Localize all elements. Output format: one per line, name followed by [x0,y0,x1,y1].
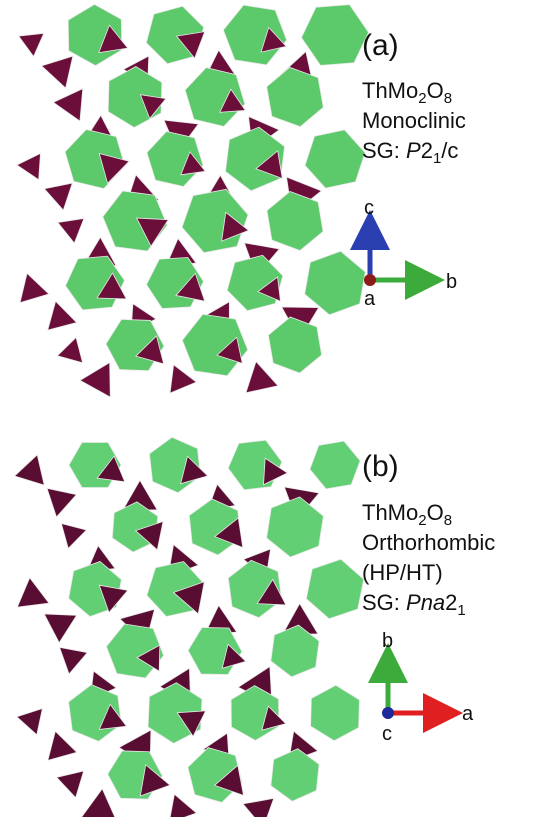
tetrahedron [56,217,85,244]
tetrahedron [56,336,84,364]
tetrahedron [263,457,289,486]
polyhedron [225,126,285,192]
tetrahedron [43,613,78,644]
tetrahedron [256,578,287,606]
tetrahedron [175,31,206,60]
tetrahedron [176,710,207,738]
tetrahedron [98,152,130,185]
axis-label: a [364,288,376,310]
tetrahedron [136,644,161,672]
tetrahedron [47,730,78,762]
axis-label: a [462,703,474,725]
axes-indicator: c b a [350,197,457,310]
tetrahedron [98,24,129,54]
polyhedron [270,748,320,802]
polyhedron [305,558,365,620]
tetrahedron [180,455,209,485]
tetrahedron [98,584,129,614]
tetrahedron [216,336,243,365]
polyhedron [222,4,288,66]
tetrahedron [96,272,128,300]
tetrahedron [169,364,198,394]
crystal-system: Monoclinic [362,108,466,133]
conditions: (HP/HT) [362,560,443,585]
tetrahedron [46,487,78,518]
tetrahedron [175,272,206,302]
panel-label: (b) [362,450,399,483]
tetrahedron [257,276,281,302]
space-group: SG: Pna21 [362,590,466,619]
tetrahedron [19,272,50,304]
polyhedron [270,624,320,678]
axis-label: c [364,197,374,219]
tetrahedron [55,770,85,799]
polyhedron [304,129,366,189]
polyhedron [266,191,324,251]
tetrahedron [245,360,279,394]
tetrahedron [135,217,169,248]
tetrahedron [139,94,167,120]
panel-label: (a) [362,29,399,62]
tetrahedron [40,55,74,89]
axis-label: b [382,630,393,652]
tetrahedron [81,787,116,817]
tetrahedron [219,88,247,113]
formula: ThMo2O8 [362,500,452,529]
tetrahedron [79,361,111,398]
tetrahedron [221,643,247,669]
space-group: SG: P21/c [362,138,458,167]
tetrahedron [261,705,287,731]
tetrahedron [43,182,73,211]
tetrahedron [16,576,50,608]
tetrahedron [13,454,45,486]
tetrahedron [96,455,126,483]
polyhedron [267,316,323,374]
crystal-structures [13,3,369,817]
tetrahedron [135,335,165,365]
tetrahedron [58,646,89,675]
tetrahedron [172,581,205,615]
tetrahedron [52,87,84,122]
tetrahedron [98,703,128,730]
formula: ThMo2O8 [362,78,452,107]
polyhedron [304,250,366,316]
polyhedron [301,4,369,66]
tetrahedron [260,26,287,53]
tetrahedron [242,797,275,817]
polyhedron [310,684,360,742]
tetrahedron [60,522,88,550]
tetrahedron [134,520,164,551]
polyhedron [226,254,284,312]
polyhedron [309,440,361,490]
tetrahedron [16,707,43,736]
tetrahedron [221,211,250,242]
axis-label: c [382,723,392,745]
polyhedron [266,496,324,558]
tetrahedron [17,32,45,58]
polyhedron [181,188,249,254]
axes-indicator: b a c [368,630,474,745]
tetrahedron [214,517,244,549]
tetrahedron [180,151,206,176]
axis-label: b [446,271,457,293]
polyhedron [266,66,324,128]
tetrahedron [169,793,198,817]
tetrahedron [47,300,78,331]
tetrahedron [213,764,245,796]
polyhedron [181,313,249,377]
tetrahedron [139,764,171,797]
crystal-system: Orthorhombic [362,530,495,555]
tetrahedron [16,152,41,181]
tetrahedron [255,150,283,180]
